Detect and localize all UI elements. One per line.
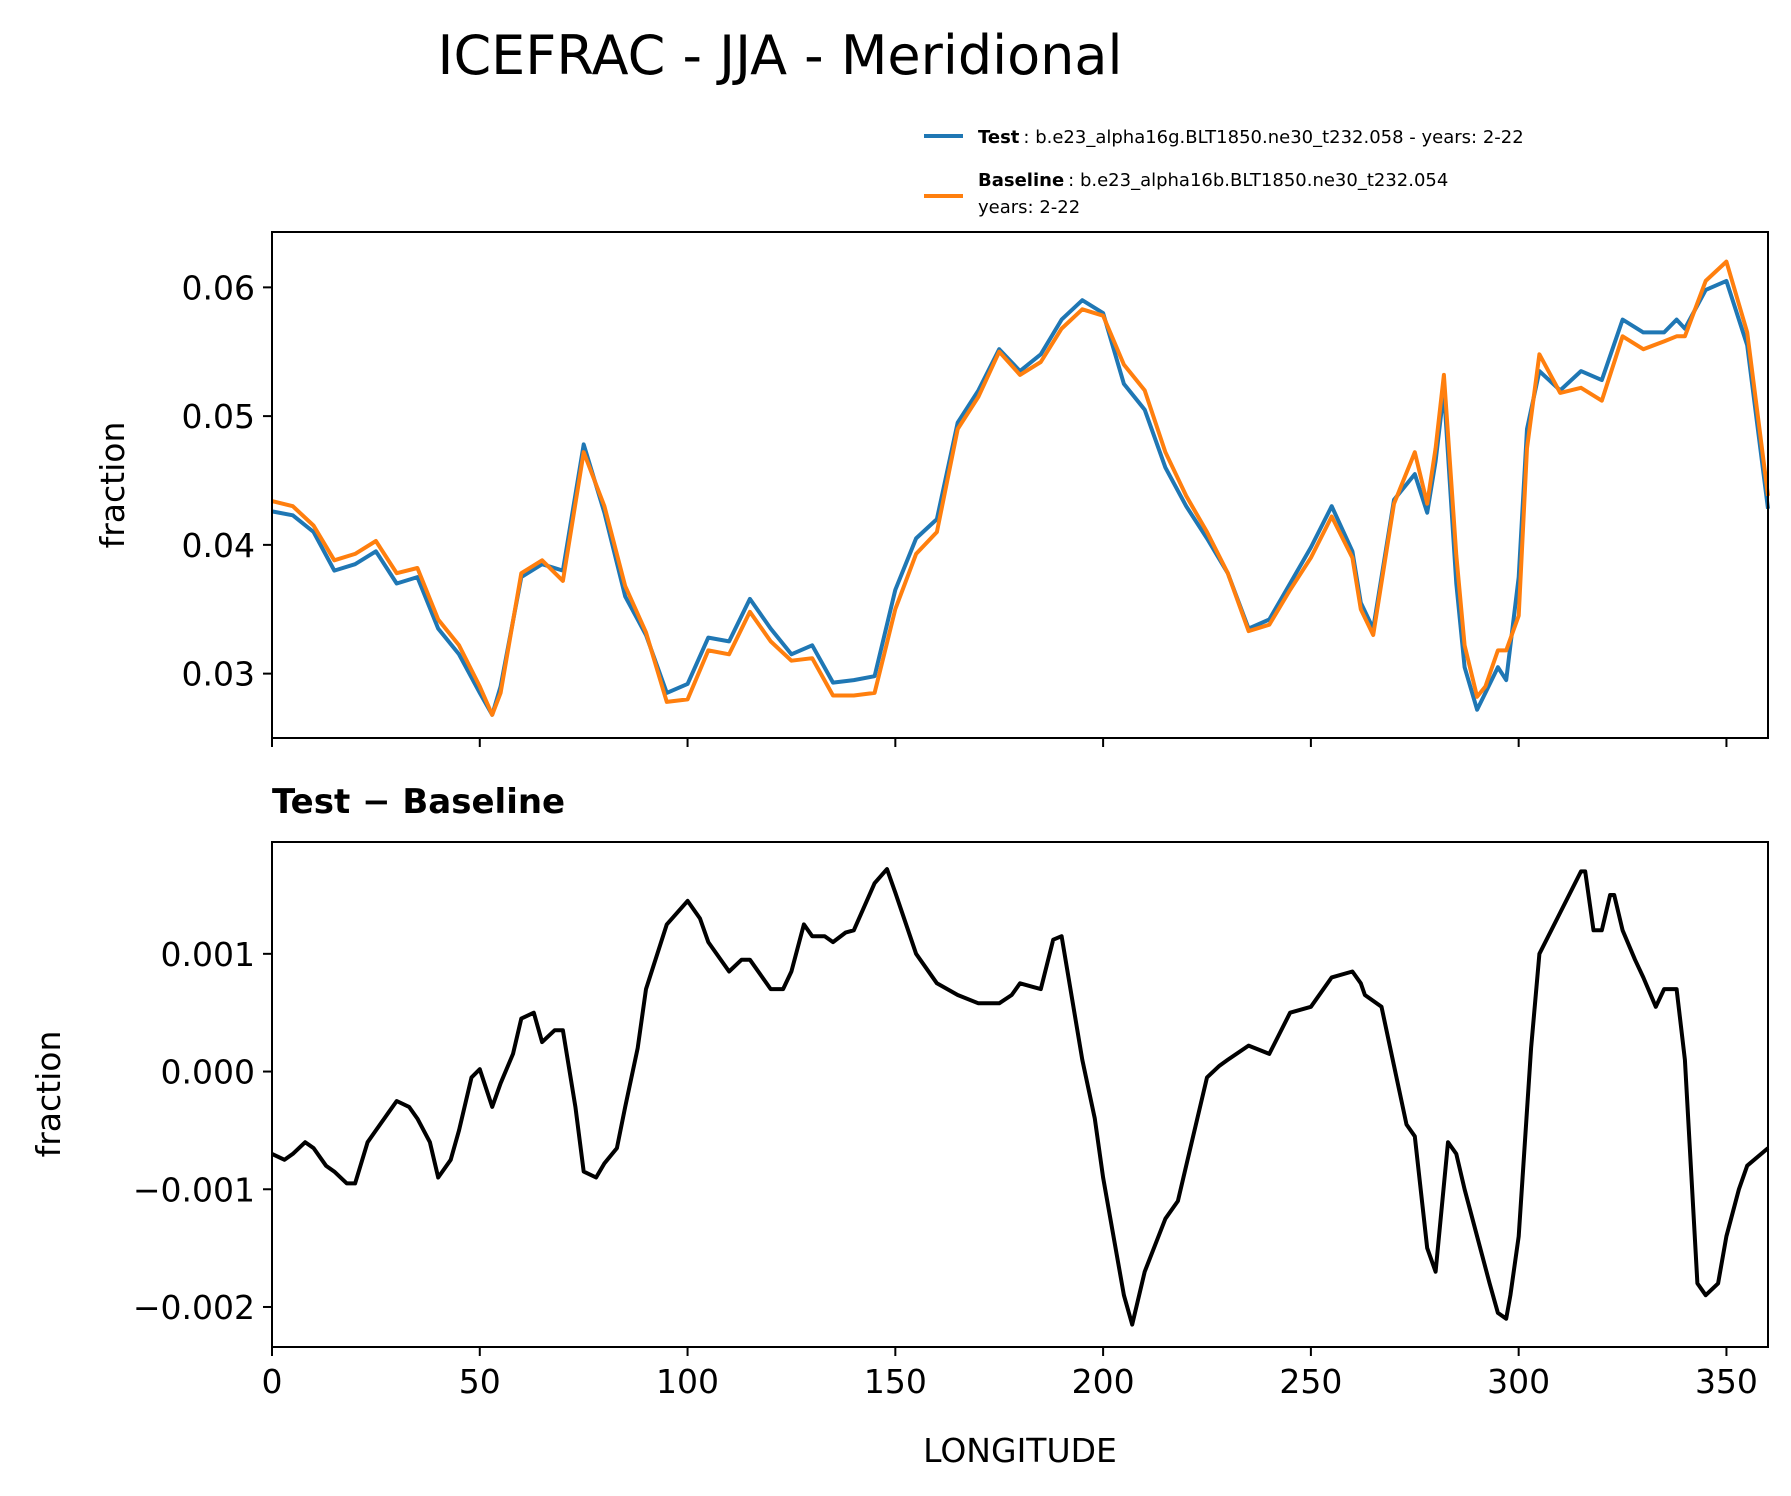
top-y-axis: 0.03 0.04 0.05 0.06 (182, 268, 272, 694)
bottom-y-tick-label: 0.000 (161, 1053, 255, 1092)
bottom-x-axis: 0 50 100 150 200 250 300 350 (262, 1347, 1758, 1401)
bottom-y-axis-label: fraction (29, 1031, 68, 1158)
bottom-y-tick-label: −0.001 (133, 1170, 255, 1209)
x-tick-label: 0 (262, 1362, 283, 1401)
legend-test-entry: Test: b.e23_alpha16g.BLT1850.ne30_t232.0… (978, 127, 1524, 148)
bottom-panel-title: Test − Baseline (272, 782, 565, 822)
baseline-series-line (271, 259, 1770, 717)
top-series-layer (271, 259, 1770, 717)
legend-baseline-text: : b.e23_alpha16b.BLT1850.ne30_t232.054 (1068, 170, 1448, 191)
x-tick-label: 50 (459, 1362, 501, 1401)
x-tick-label: 350 (1695, 1362, 1758, 1401)
bottom-y-axis: −0.002 −0.001 0.000 0.001 (133, 935, 272, 1327)
test-series-line (271, 278, 1770, 717)
x-tick-label: 150 (864, 1362, 927, 1401)
difference-series-line (271, 867, 1770, 1327)
top-y-tick-label: 0.05 (182, 397, 255, 436)
legend-baseline-entry: Baseline: b.e23_alpha16b.BLT1850.ne30_t2… (978, 170, 1448, 191)
x-tick-label: 100 (656, 1362, 719, 1401)
top-x-axis (271, 738, 1728, 747)
top-y-tick-label: 0.03 (182, 655, 255, 694)
chart-title: ICEFRAC - JJA - Meridional (438, 24, 1123, 87)
x-tick-label: 200 (1072, 1362, 1135, 1401)
bottom-plot-frame (271, 841, 1769, 1348)
top-y-axis-label: fraction (93, 422, 132, 549)
legend: Test: b.e23_alpha16g.BLT1850.ne30_t232.0… (924, 127, 1524, 218)
bottom-y-tick-label: 0.001 (161, 935, 255, 974)
x-axis-label: LONGITUDE (923, 1431, 1117, 1470)
top-y-tick-label: 0.06 (182, 268, 255, 307)
top-plot-frame (271, 231, 1769, 739)
legend-baseline-bold: Baseline (978, 170, 1064, 191)
legend-test-bold: Test (978, 127, 1020, 148)
top-panel: 0.03 0.04 0.05 0.06 fraction (93, 231, 1770, 747)
bottom-panel: Test − Baseline −0.002 −0.001 0.000 0.001 0… (29, 782, 1770, 1470)
bottom-y-tick-label: −0.002 (133, 1288, 255, 1327)
x-tick-label: 250 (1279, 1362, 1342, 1401)
x-tick-label: 300 (1487, 1362, 1550, 1401)
legend-test-text: : b.e23_alpha16g.BLT1850.ne30_t232.058 -… (1023, 127, 1523, 148)
legend-baseline-text2: years: 2-22 (978, 197, 1080, 218)
top-y-tick-label: 0.04 (182, 526, 255, 565)
bottom-series-layer (271, 867, 1770, 1327)
